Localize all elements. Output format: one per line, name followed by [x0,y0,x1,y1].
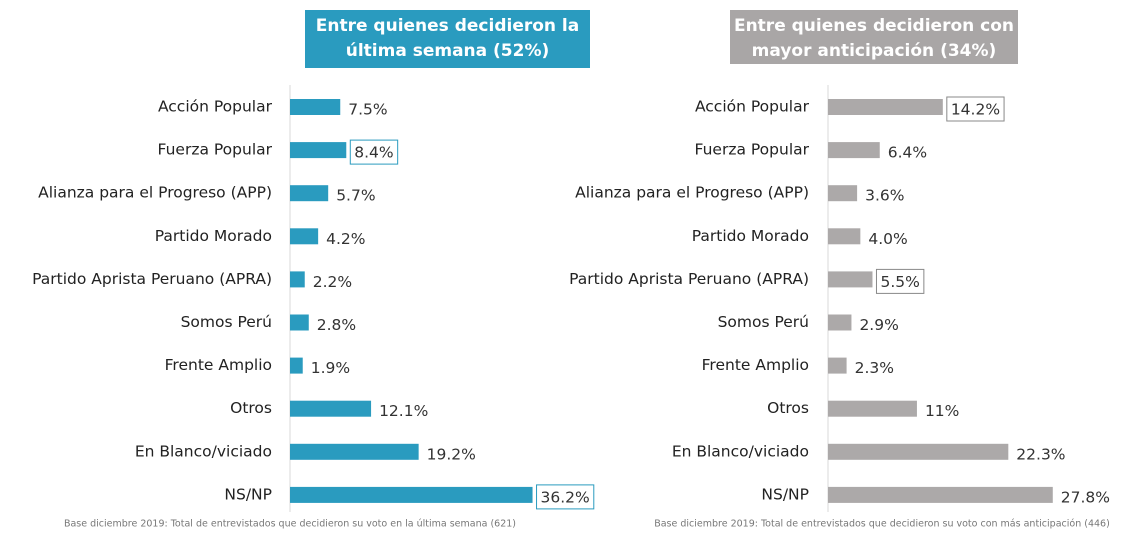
chart-title: Entre quienes decidieron con [734,16,1014,36]
bar [290,443,419,460]
bar [828,185,858,202]
value-label-box [536,484,595,510]
category-label: Fuerza Popular [158,141,273,159]
value-label: 2.2% [313,273,352,291]
category-label: Frente Amplio [165,356,272,374]
chart-title: mayor anticipación (34%) [752,41,997,61]
footnote: Base diciembre 2019: Total de entrevista… [64,519,516,530]
value-label: 36.2% [541,488,590,506]
value-label: 27.8% [1061,488,1110,506]
value-label: 19.2% [427,445,476,463]
category-label: En Blanco/viciado [672,442,809,460]
title-box [730,10,1018,64]
bar [828,314,852,331]
bar [290,185,329,202]
chart: Entre quienes decidieron con mayor antici… [569,10,1110,530]
value-label: 5.7% [336,187,375,205]
bar [290,271,305,288]
category-label: Acción Popular [158,98,273,116]
category-label: En Blanco/viciado [135,442,272,460]
bar [828,142,880,159]
bar [828,357,847,374]
category-label: Alianza para el Progreso (APP) [575,184,809,202]
bar [828,443,1009,460]
bar [290,314,309,331]
category-label: Otros [230,399,272,417]
value-label: 4.0% [868,230,907,248]
category-label: Fuerza Popular [695,141,810,159]
value-label: 2.3% [855,359,894,377]
bar [290,228,319,245]
footnote: Base diciembre 2019: Total de entrevista… [654,519,1110,530]
bar [290,142,347,159]
value-label: 6.4% [888,144,927,162]
chart-title: última semana (52%) [346,41,550,61]
category-label: Partido Aprista Peruano (APRA) [569,270,809,288]
value-label: 7.5% [348,101,387,119]
category-label: Somos Perú [181,313,272,331]
bar [290,400,372,417]
value-label: 3.6% [865,187,904,205]
value-label: 12.1% [379,402,428,420]
bar [828,486,1053,503]
category-label: Otros [767,399,809,417]
value-label-box [875,268,925,294]
value-label: 22.3% [1016,445,1065,463]
title-box [305,10,590,68]
chart-title: Entre quienes decidieron la [316,16,579,36]
category-label: NS/NP [761,485,809,503]
value-label: 5.5% [880,273,919,291]
bar [828,271,873,288]
chart: Entre quienes decidieron la última semana… [32,10,595,530]
value-label-box [946,96,1005,122]
value-label: 14.2% [951,101,1000,119]
bar [290,486,533,503]
category-label: NS/NP [224,485,272,503]
category-label: Frente Amplio [702,356,809,374]
category-label: Partido Morado [692,227,809,245]
bar [828,400,917,417]
category-label: Partido Aprista Peruano (APRA) [32,270,272,288]
value-label: 11% [925,402,959,420]
value-label: 1.9% [311,359,350,377]
value-label: 8.4% [354,144,393,162]
value-label: 2.9% [859,316,898,334]
category-label: Somos Perú [718,313,809,331]
value-label-box [349,139,399,165]
bar [828,99,943,115]
value-label: 2.8% [317,316,356,334]
category-label: Partido Morado [155,227,272,245]
value-label: 4.2% [326,230,365,248]
category-label: Alianza para el Progreso (APP) [38,184,272,202]
category-label: Acción Popular [695,98,810,116]
bar [290,99,341,115]
bar [828,228,861,245]
bar [290,357,303,374]
